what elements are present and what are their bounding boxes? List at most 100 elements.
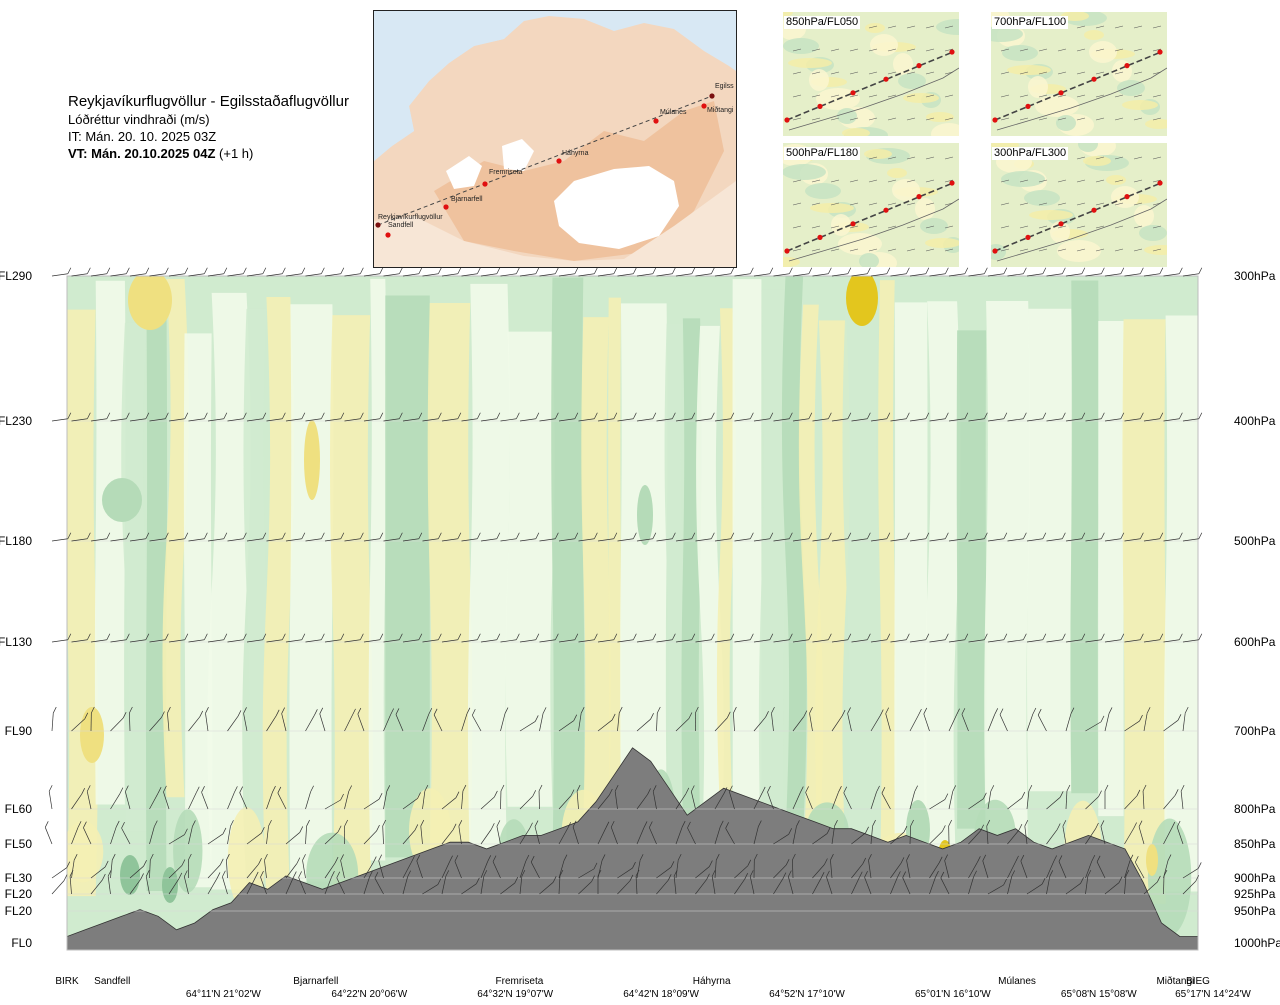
intensity-spot [102, 478, 142, 522]
route-point-marker [482, 181, 488, 187]
route-point: Háhyrna [556, 150, 589, 164]
route-point-marker [701, 103, 707, 109]
chart-subtitle: Lóðréttur vindhraði (m/s) [68, 112, 210, 127]
wind-band [664, 323, 685, 803]
route-map: Reykjavíkurflugvöllur Sandfell Bjarnarfell… [373, 10, 737, 268]
coordinate-label: 64°11'N 21°02'W [186, 989, 262, 1000]
wind-barb-row [51, 633, 1203, 643]
location-label: Miðtangi [1156, 975, 1194, 987]
route-point-marker [653, 118, 659, 124]
wind-band [330, 315, 373, 894]
wind-barb-row [51, 532, 1203, 542]
wind-band [1027, 308, 1073, 792]
level-map-image [772, 143, 963, 274]
plot-area [67, 276, 1198, 950]
route-point: Egilss [709, 83, 734, 99]
level-map-thumbnail: 500hPa/FL180 [772, 142, 963, 274]
wind-band [815, 320, 850, 870]
location-label: Múlanes [998, 976, 1036, 987]
left-axis-label: FL60 [5, 802, 33, 816]
wind-band [146, 316, 168, 892]
level-map-label: 500hPa/FL180 [784, 147, 861, 160]
wind-band [878, 280, 897, 888]
intensity-spot [162, 867, 178, 903]
wind-barb-row [51, 869, 1200, 895]
coordinate-label: 64°42'N 18°09'W [623, 989, 699, 1000]
route-point: Reykjavíkurflugvöllur [375, 214, 443, 228]
wind-band [716, 308, 736, 811]
low-level-cell [173, 809, 203, 893]
valid-time: VT: Mán. 20.10.2025 04Z [68, 146, 216, 161]
level-map-thumbnail: 300hPa/FL300 [986, 135, 1180, 268]
low-level-cell [1147, 818, 1192, 936]
wind-band [289, 304, 334, 882]
wind-barb-row [51, 412, 1203, 422]
left-axis-label: FL290 [0, 269, 32, 283]
left-axis-label: FL20 [5, 887, 33, 901]
wind-band [207, 292, 251, 890]
wind-band [696, 325, 724, 890]
right-axis-label: 850hPa [1234, 837, 1276, 851]
left-axis-label: FL230 [0, 414, 32, 428]
route-point: Múlanes [653, 109, 687, 124]
wind-band [121, 322, 151, 832]
route-point-label: Miðtangi [707, 106, 734, 114]
wind-band [1098, 321, 1124, 817]
wind-band [183, 333, 213, 888]
wind-band [758, 289, 789, 875]
coordinate-label: 65°08'N 15°08'W [1061, 989, 1137, 1000]
left-axis-label: FL30 [5, 871, 33, 885]
wind-band [1070, 280, 1099, 794]
terrain-profile [67, 747, 1198, 950]
cross-section-chart: FL290 FL230 FL180 FL130 FL90 FL60 FL50 FL30 FL20… [0, 267, 1280, 1000]
route-point-label: Háhyrna [562, 150, 589, 157]
left-axis-label: FL180 [0, 534, 32, 548]
left-axis-label: FL130 [0, 635, 32, 649]
route-point-label: Bjarnarfell [451, 196, 483, 203]
wind-barb-row [44, 819, 1184, 845]
right-axis-label: 700hPa [1234, 724, 1276, 738]
right-axis-label: 500hPa [1234, 534, 1276, 548]
intensity-spot [637, 485, 653, 545]
right-axis-label: 300hPa [1234, 269, 1276, 283]
intensity-spot [846, 276, 878, 326]
location-label: BIRK [55, 976, 79, 987]
level-map-label: 700hPa/FL100 [992, 16, 1069, 29]
wind-band [581, 317, 611, 822]
intensity-spot [304, 420, 320, 500]
location-label: BIEG [1186, 976, 1210, 987]
level-map-image [974, 6, 1173, 136]
wind-band [956, 330, 987, 829]
route-point: Miðtangi [701, 103, 734, 114]
right-axis: 300hPa 400hPa 500hPa 600hPa 700hPa 800hPa 850h… [1234, 269, 1280, 950]
wind-band [923, 301, 961, 896]
right-axis-label: 900hPa [1234, 871, 1276, 885]
right-axis-label: 400hPa [1234, 414, 1276, 428]
coordinate-label: 64°22'N 20°06'W [331, 989, 407, 1000]
level-map-image [773, 7, 980, 145]
wind-barb-row [51, 267, 1203, 277]
location-label: Háhyrna [693, 976, 731, 987]
coordinate-label: 64°52'N 17°10'W [769, 989, 845, 1000]
valid-offset: (+1 h) [219, 146, 254, 161]
wind-band [262, 297, 295, 901]
level-map-thumbnail: 850hPa/FL050 [773, 7, 980, 145]
intensity-spot [80, 707, 104, 763]
wind-band [551, 277, 585, 872]
left-axis-label: FL0 [11, 936, 32, 950]
plot-border [66, 275, 1199, 951]
wind-band [162, 279, 189, 798]
route-point-marker [375, 222, 381, 228]
chart-title: Reykjavíkurflugvöllur - Egilsstaðaflugvö… [68, 93, 349, 110]
location-label: Fremriseta [496, 976, 544, 987]
left-axis-label: FL20 [5, 904, 33, 918]
route-point-label: Fremriseta [489, 169, 523, 176]
right-axis-label: 600hPa [1234, 635, 1276, 649]
wind-band [427, 303, 473, 858]
route-point-label: Múlanes [660, 109, 687, 116]
low-level-cell [67, 821, 104, 883]
wind-band [842, 292, 884, 867]
route-point-marker [443, 204, 449, 210]
wind-barb-row [48, 784, 1185, 810]
